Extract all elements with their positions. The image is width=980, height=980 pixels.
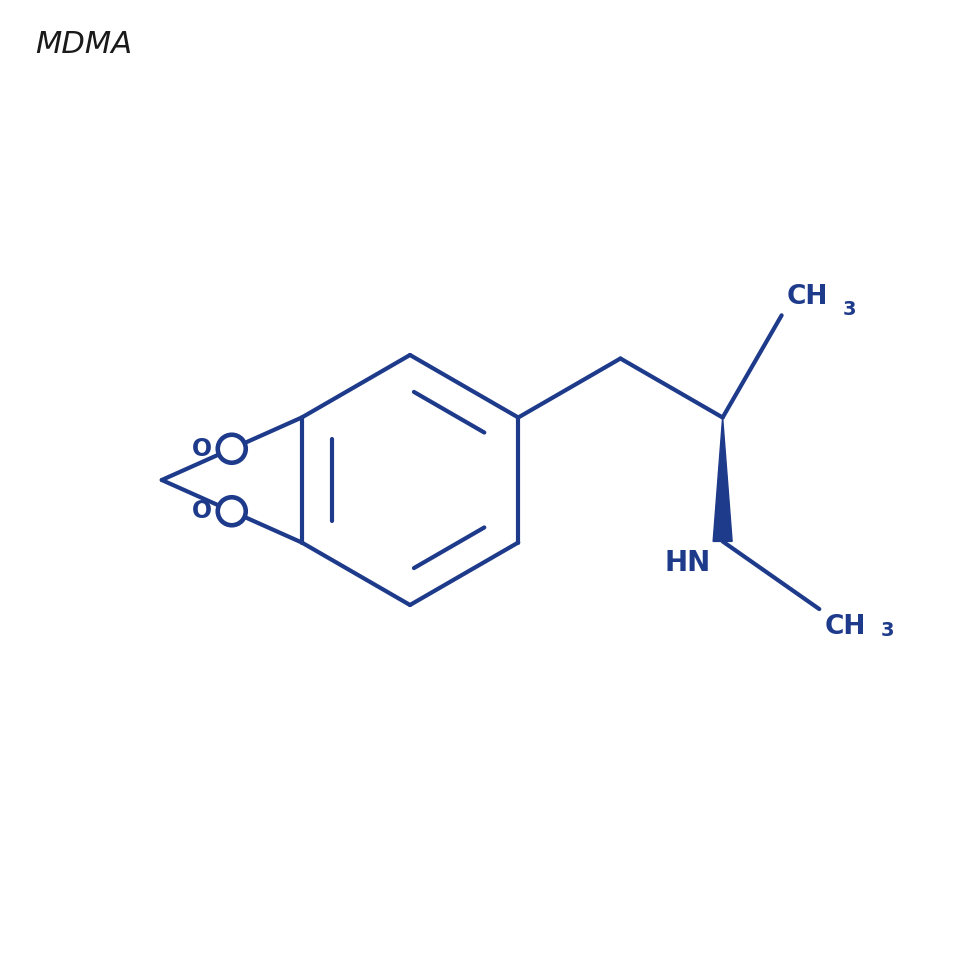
Polygon shape [713,417,732,541]
Text: O: O [192,499,212,523]
Text: 3: 3 [880,621,894,640]
Circle shape [218,435,246,463]
Text: 3: 3 [843,300,857,319]
Text: HN: HN [664,550,710,577]
Text: O: O [192,437,212,461]
Circle shape [218,497,246,525]
Text: CH: CH [787,284,828,311]
Text: CH: CH [824,614,865,640]
Text: MDMA: MDMA [35,30,132,59]
